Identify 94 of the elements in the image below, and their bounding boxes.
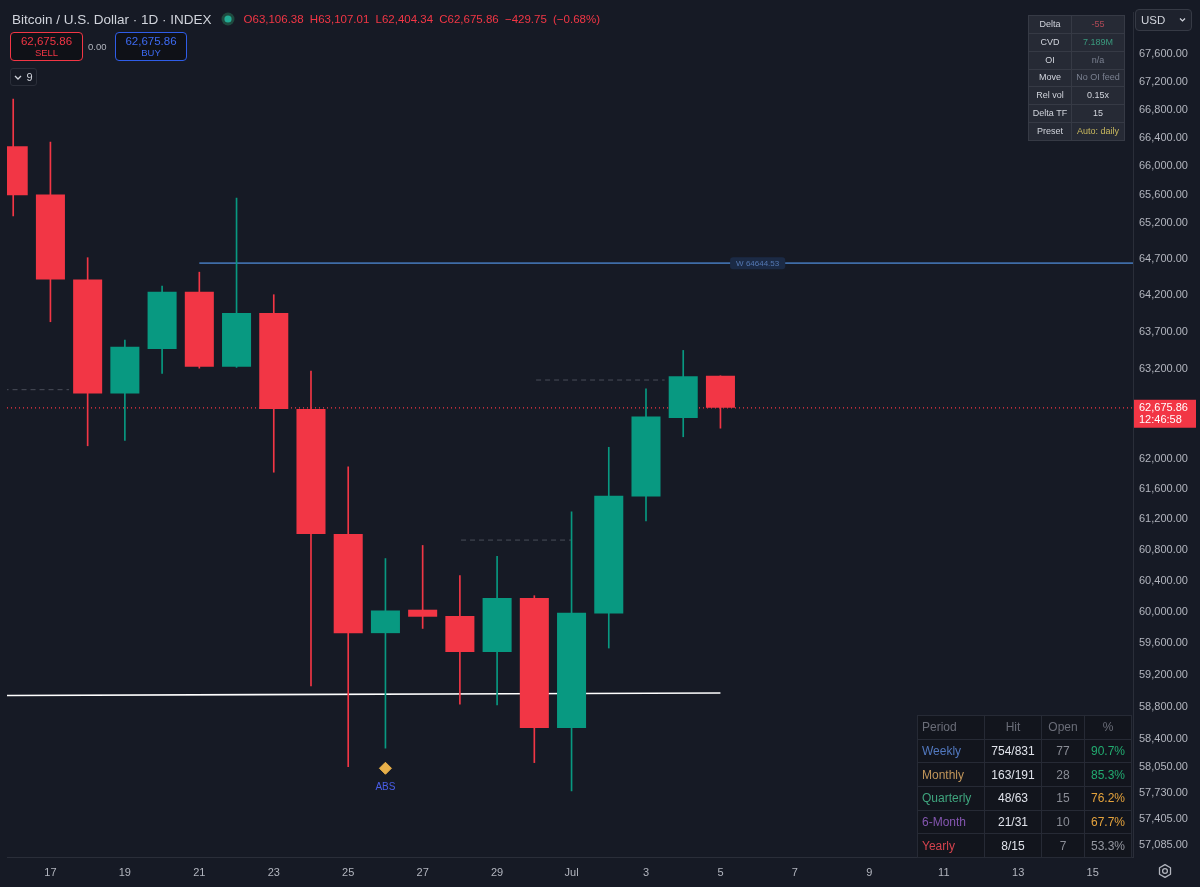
- annotation: 15: [1071, 104, 1125, 123]
- annotation: W 64644.53: [736, 258, 780, 268]
- annotation: 53.3%: [1084, 833, 1132, 858]
- x-tick-label: 29: [490, 865, 504, 878]
- y-tick-label: 58,400.00: [1139, 731, 1188, 744]
- annotation: 62,675.86: [20, 34, 73, 47]
- annotation: 77: [1041, 739, 1085, 763]
- series-label: ABS: [375, 781, 396, 793]
- annotation: Period: [917, 715, 985, 740]
- x-tick-label: 15: [1086, 865, 1099, 878]
- annotation: Delta TF: [1028, 104, 1072, 123]
- y-tick-label: 60,800.00: [1139, 543, 1188, 556]
- annotation: Monthly: [917, 762, 985, 787]
- annotation: 48/63: [984, 786, 1042, 811]
- y-tick-label: 67,200.00: [1139, 74, 1188, 87]
- annotation: 7: [1041, 833, 1085, 858]
- y-tick-label: 66,400.00: [1139, 130, 1188, 143]
- annotation: n/a: [1071, 51, 1125, 70]
- y-tick-label: 65,600.00: [1139, 187, 1188, 200]
- y-tick-label: 57,085.00: [1139, 838, 1188, 851]
- currency-dropdown: USD: [1135, 9, 1192, 31]
- annotation: SELL: [34, 46, 59, 59]
- annotation: 7.189M: [1071, 33, 1125, 52]
- y-tick-label: 62,000.00: [1139, 451, 1188, 464]
- annotation: 9: [26, 71, 33, 83]
- y-tick-label: 60,400.00: [1139, 573, 1188, 586]
- x-tick-label: 13: [1012, 865, 1025, 878]
- annotation: Rel vol: [1028, 86, 1072, 105]
- x-tick-label: 3: [642, 865, 650, 878]
- y-tick-label: 66,800.00: [1139, 102, 1188, 115]
- annotation: 10: [1041, 810, 1085, 834]
- annotation: 0.00: [88, 41, 107, 52]
- sell-button: 62,675.86 SELL: [10, 32, 83, 61]
- x-tick-label: 5: [717, 865, 724, 878]
- y-tick-label: 63,200.00: [1139, 361, 1188, 374]
- annotation: Move: [1028, 69, 1072, 87]
- y-tick-label: 60,000.00: [1139, 605, 1188, 618]
- x-tick-label: 23: [267, 865, 280, 878]
- chart-subtitle: O63,106.38 H63,107.01 L62,404.34 C62,675.86 −429.75 (−0.68%): [243, 13, 600, 25]
- y-tick-label: 66,000.00: [1139, 159, 1188, 172]
- annotation: 8/15: [984, 833, 1042, 858]
- annotation: 76.2%: [1084, 786, 1132, 811]
- x-tick-label: 7: [791, 865, 798, 878]
- y-tick-label: 57,730.00: [1139, 785, 1188, 798]
- x-tick-label: 21: [193, 865, 206, 878]
- annotation: %: [1084, 715, 1132, 740]
- annotation: BUY: [141, 46, 161, 59]
- annotation: 0.15x: [1071, 86, 1125, 105]
- y-tick-label: 58,800.00: [1139, 699, 1188, 712]
- y-tick-label: 59,200.00: [1139, 667, 1188, 680]
- annotation: 754/831: [984, 739, 1042, 763]
- x-tick-label: 27: [416, 865, 429, 878]
- annotation: No OI feed: [1071, 69, 1125, 87]
- annotation: CVD: [1028, 33, 1072, 52]
- annotation: 62,675.86: [125, 34, 177, 47]
- annotation: Delta: [1028, 15, 1072, 34]
- annotation: -55: [1071, 15, 1125, 34]
- annotation: 67.7%: [1084, 810, 1132, 834]
- annotation: Open: [1041, 715, 1085, 740]
- annotation: Preset: [1028, 122, 1072, 141]
- y-tick-label: 63,700.00: [1139, 325, 1188, 338]
- annotation: 28: [1041, 762, 1085, 787]
- annotation: 163/191: [984, 762, 1042, 787]
- annotation: 15: [1041, 786, 1085, 811]
- annotation: Hit: [984, 715, 1042, 740]
- x-tick-label: 17: [44, 865, 57, 878]
- x-tick-label: 25: [342, 865, 355, 878]
- x-tick-label: 9: [866, 865, 873, 878]
- buy-button: 62,675.86 BUY: [115, 32, 187, 61]
- y-tick-label: 65,200.00: [1139, 216, 1188, 229]
- y-tick-label: 67,600.00: [1139, 46, 1188, 59]
- annotation: Weekly: [917, 739, 985, 763]
- text: 12:46:58: [1139, 413, 1182, 426]
- ref-line-label: 62,675.86: [1139, 400, 1188, 413]
- y-tick-label: 61,600.00: [1139, 481, 1188, 494]
- annotation: Yearly: [917, 833, 985, 858]
- x-tick-label: Jul: [564, 865, 579, 878]
- y-tick-label: 59,600.00: [1139, 636, 1188, 649]
- annotation: 85.3%: [1084, 762, 1132, 787]
- annotation: 6-Month: [917, 810, 985, 834]
- x-tick-label: 19: [118, 865, 131, 878]
- y-tick-label: 64,700.00: [1139, 252, 1188, 265]
- annotation: 21/31: [984, 810, 1042, 834]
- annotation: Auto: daily: [1071, 122, 1125, 141]
- toggle-button: 9: [10, 68, 37, 86]
- y-tick-label: 58,050.00: [1139, 759, 1188, 772]
- y-tick-label: 57,405.00: [1139, 811, 1188, 824]
- annotation: Quarterly: [917, 786, 985, 811]
- y-tick-label: 61,200.00: [1139, 512, 1188, 525]
- chart-title: Bitcoin / U.S. Dollar · 1D · INDEX: [12, 11, 212, 27]
- annotation: 90.7%: [1084, 739, 1132, 763]
- x-tick-label: 11: [938, 865, 950, 878]
- annotation: OI: [1028, 51, 1072, 70]
- y-tick-label: 64,200.00: [1139, 288, 1188, 301]
